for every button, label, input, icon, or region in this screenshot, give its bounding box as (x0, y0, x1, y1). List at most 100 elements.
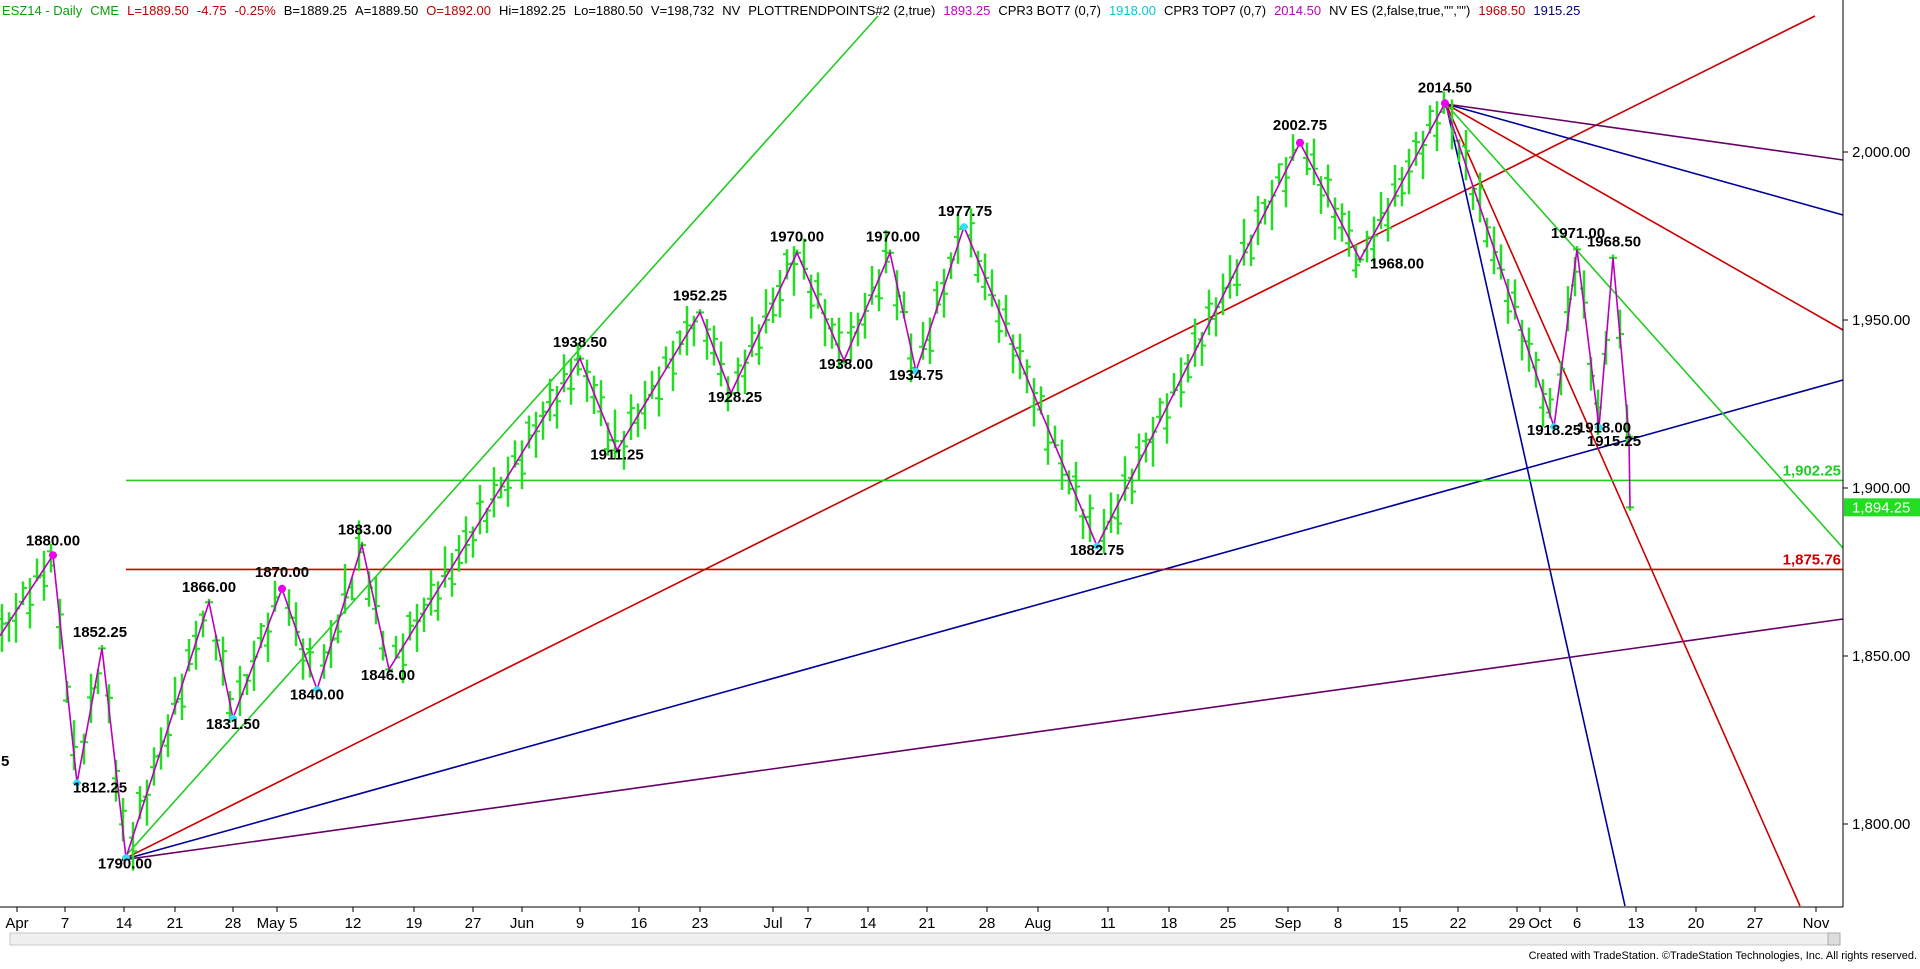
pivot-label: 1934.75 (889, 367, 943, 384)
header-field: B=1889.25 (284, 3, 347, 18)
pivot-label: 1952.25 (673, 287, 727, 304)
x-tick-label: 16 (631, 915, 648, 932)
horizontal-scrollbar (9, 932, 1841, 946)
pivot-label-layer: 1880.00 1812.25 1852.25 1790.00 1866.00 1831.… (1, 79, 1641, 872)
header-field: CPR3 BOT7 (0,7) (998, 3, 1101, 18)
x-tick-label: 14 (860, 915, 877, 932)
swing-high-dot (1296, 138, 1304, 147)
x-tick-label: Aug (1025, 915, 1052, 932)
chart-header: ESZ14 - Daily CME L=1889.50 -4.75 -0.25% B=18… (2, 3, 1580, 18)
pivot-label: 1928.25 (708, 389, 762, 406)
x-tick-label: 15 (1392, 915, 1409, 932)
x-tick-label: Jun (510, 915, 534, 932)
header-field: PLOTTRENDPOINTS#2 (2,true) (748, 3, 935, 18)
pivot-label: 1866.00 (182, 579, 236, 596)
x-tick-label: 12 (345, 915, 362, 932)
header-field: 1893.25 (943, 3, 990, 18)
pivot-label: 1970.00 (866, 229, 920, 246)
header-field: 1968.50 (1478, 3, 1525, 18)
y-tick-label: 1,950.00 (1852, 312, 1910, 329)
x-tick-label: 7 (61, 915, 69, 932)
swing-low-dot (912, 367, 920, 375)
y-tick-label: 2,000.00 (1852, 144, 1910, 161)
footer-credit: Created with TradeStation. ©TradeStation… (1529, 950, 1917, 962)
trendline (1445, 103, 1844, 549)
trendline (121, 15, 1816, 861)
x-tick-label: 21 (167, 915, 184, 932)
y-tick-label: 1,900.00 (1852, 480, 1910, 497)
x-tick-label: Jul (763, 915, 782, 932)
trendline (1445, 103, 1801, 907)
trendline (1445, 103, 1844, 331)
price-bar-layer (0, 91, 1634, 871)
axis-layer: 1,800.00 1,850.00 1,900.00 1,950.00 2,000.00… (0, 0, 1920, 946)
horizontal-level-layer: 1,902.25 1,875.76 (126, 462, 1843, 571)
header-field: NV ES (2,false,true,"","") (1329, 3, 1470, 18)
pivot-label: 1938.00 (819, 356, 873, 373)
swing-low-dot (1550, 423, 1558, 431)
pivot-label: 1970.00 (770, 229, 824, 246)
swing-low-dot (960, 223, 968, 231)
pivot-label: 2002.75 (1273, 117, 1327, 134)
header-field: V=198,732 (651, 3, 714, 18)
pivot-label: 1883.00 (338, 521, 392, 538)
swing-high-dot (278, 584, 286, 593)
x-tick-label: 28 (225, 915, 242, 932)
x-tick-label: 9 (576, 915, 584, 932)
header-field: Lo=1880.50 (574, 3, 643, 18)
pivot-label: 1911.25 (590, 447, 643, 464)
x-tick-label: 13 (1628, 915, 1645, 932)
x-tick-label: 23 (692, 915, 709, 932)
x-tick-label: 6 (1573, 915, 1581, 932)
x-tick-label: 21 (919, 915, 936, 932)
header-field: ESZ14 - Daily (2, 3, 83, 18)
header-field: 2014.50 (1274, 3, 1321, 18)
header-field: -0.25% (235, 3, 277, 18)
header-field: 1918.00 (1109, 3, 1156, 18)
swing-low-dot (73, 779, 81, 787)
level-label: 1,875.76 (1783, 551, 1841, 568)
pivot-label: 1915.25 (1587, 433, 1641, 450)
level-label: 1,902.25 (1783, 462, 1841, 479)
pivot-label: 1812.25 (73, 780, 127, 797)
pivot-label: 1938.50 (553, 334, 607, 351)
header-field: -4.75 (197, 3, 227, 18)
pivot-label: 1971.00 (1551, 225, 1605, 242)
last-price-label: 1,894.25 (1852, 499, 1910, 516)
swing-low-dot (1093, 542, 1101, 550)
x-tick-label: 7 (804, 915, 812, 932)
x-tick-label: 27 (465, 915, 482, 932)
trendline (1445, 103, 1844, 216)
header-field: CME (90, 3, 119, 18)
swing-high-dot (49, 551, 57, 560)
edge-label: 5 (1, 753, 9, 770)
x-tick-label: Nov (1803, 915, 1830, 932)
pivot-label: 2014.50 (1418, 79, 1472, 96)
pivot-label: 1918.00 (1577, 420, 1631, 437)
x-tick-label: 22 (1450, 915, 1467, 932)
header-field: O=1892.00 (426, 3, 491, 18)
pivot-label: 1968.50 (1587, 234, 1641, 251)
y-tick-label: 1,800.00 (1852, 816, 1910, 833)
pivot-label: 1840.00 (290, 687, 344, 704)
x-tick-label: May 5 (257, 915, 298, 932)
pivot-label: 1977.75 (938, 203, 992, 220)
swing-low-dot (313, 686, 321, 694)
pivot-label: 1882.75 (1070, 542, 1124, 559)
last-price-tag (1844, 498, 1920, 517)
x-tick-label: 29 (1509, 915, 1526, 932)
pivot-label: 1831.50 (206, 716, 260, 733)
pivot-label: 1846.00 (361, 667, 415, 684)
pivot-label: 1852.25 (73, 624, 127, 641)
trendline (121, 379, 1844, 861)
pivot-label: 1918.25 (1527, 422, 1581, 439)
swing-line (0, 101, 1631, 858)
x-tick-label: 28 (979, 915, 996, 932)
trendline-layer (121, 15, 1844, 907)
header-field: NV (722, 3, 740, 18)
y-tick-label: 1,850.00 (1852, 648, 1910, 665)
swing-low-dot (122, 854, 130, 862)
x-tick-label: Oct (1528, 915, 1552, 932)
